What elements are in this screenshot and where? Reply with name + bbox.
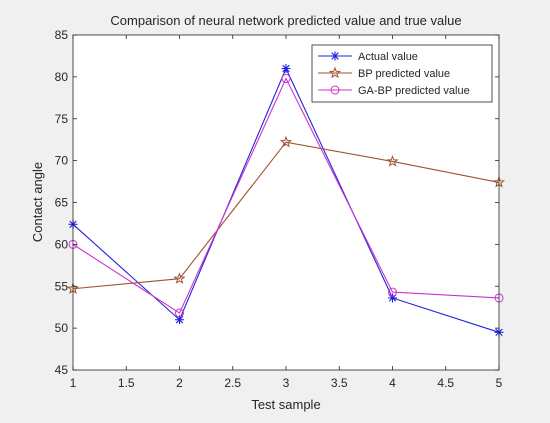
legend-marker-1 xyxy=(330,51,340,61)
legend-label-1: Actual value xyxy=(358,51,418,63)
x-axis-label: Test sample xyxy=(251,397,320,412)
data-point-s2-4 xyxy=(386,155,399,167)
y-axis-label: Contact angle xyxy=(30,162,45,242)
x-tick-label: 4.5 xyxy=(437,376,454,390)
x-tick-label: 4 xyxy=(389,376,396,390)
y-tick-label: 50 xyxy=(55,321,69,335)
y-tick-label: 60 xyxy=(55,237,69,251)
x-tick-label: 5 xyxy=(496,376,503,390)
y-tick-label: 70 xyxy=(55,154,69,168)
data-point-s1-2 xyxy=(175,315,184,325)
x-tick-label: 1 xyxy=(70,376,77,390)
data-point-s2-2 xyxy=(173,272,186,284)
legend-marker-2 xyxy=(328,66,342,79)
x-tick-label: 2.5 xyxy=(224,376,241,390)
data-point-s3-4 xyxy=(388,287,397,297)
x-tick-label: 3 xyxy=(283,376,290,390)
series-layer xyxy=(66,64,506,337)
y-tick-label: 80 xyxy=(55,70,69,84)
x-tick-label: 1.5 xyxy=(118,376,135,390)
data-point-s3-2 xyxy=(175,308,184,318)
chart-title: Comparison of neural network predicted v… xyxy=(110,13,461,28)
y-tick-label: 45 xyxy=(55,363,69,377)
x-tick-label: 2 xyxy=(176,376,183,390)
y-tick-label: 75 xyxy=(55,112,69,126)
x-tick-label: 3.5 xyxy=(331,376,348,390)
legend: Actual value BP predicted value GA-BP pred… xyxy=(311,44,493,103)
legend-label-2: BP predicted value xyxy=(358,68,450,80)
legend-marker-3 xyxy=(330,85,340,95)
legend-label-3: GA-BP predicted value xyxy=(358,85,470,97)
data-point-s1-3 xyxy=(281,64,291,73)
series-line-2 xyxy=(72,141,500,290)
y-tick-label: 85 xyxy=(55,28,69,42)
y-tick-label: 65 xyxy=(55,196,69,210)
y-tick-label: 55 xyxy=(55,279,69,293)
axes-layer: 1 1.5 2 2.5 3 3.5 4 4.5 5 45 50 55 60 65 70 75 80 85 xyxy=(55,28,503,390)
series-line-3 xyxy=(72,77,500,314)
data-point-s2-3 xyxy=(279,135,293,148)
data-point-s3-3 xyxy=(281,74,291,84)
